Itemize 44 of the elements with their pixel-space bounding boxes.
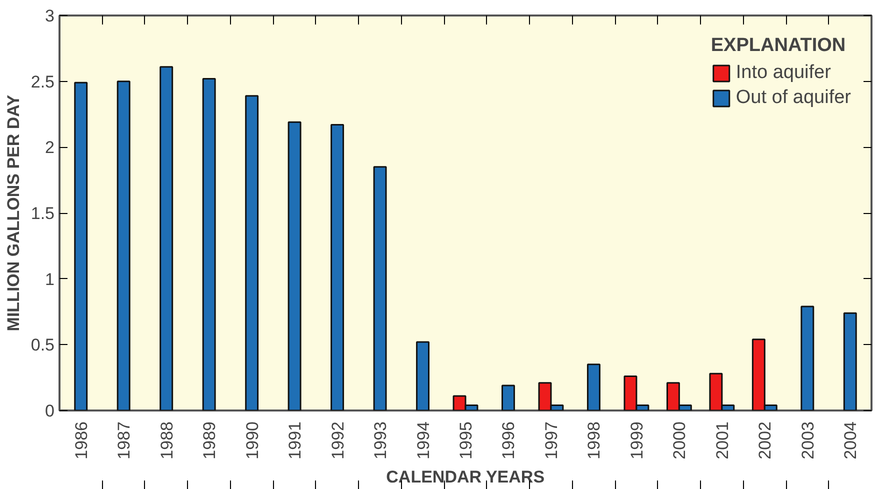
x-tick-label: 2001	[712, 421, 732, 460]
bar	[202, 78, 216, 410]
bar	[288, 121, 302, 410]
x-tick-label: 1988	[157, 421, 176, 460]
x-tick-label: 2004	[841, 421, 860, 460]
bar	[586, 364, 600, 410]
x-tick-label: 1995	[456, 421, 476, 460]
y-tick-label: 1	[45, 270, 55, 289]
x-tick-label: 2003	[798, 421, 818, 460]
x-axis-title: CALENDAR YEARS	[386, 467, 545, 486]
bar	[502, 384, 515, 410]
x-tick-label: 2002	[756, 421, 775, 460]
bar	[373, 166, 387, 410]
y-tick-label: 3	[45, 6, 55, 26]
x-tick-label: 2000	[670, 421, 690, 460]
bar	[160, 66, 174, 410]
bar	[800, 306, 814, 410]
x-tick-label: 1990	[242, 421, 262, 460]
x-tick-label: 1996	[499, 421, 518, 460]
bar	[245, 95, 259, 410]
x-tick-label: 1997	[542, 421, 561, 460]
x-tick-label: 1986	[72, 421, 91, 460]
x-tick-label: 1998	[584, 421, 604, 460]
x-tick-label: 1999	[627, 421, 646, 460]
bar	[74, 82, 88, 410]
x-tick-label: 1989	[200, 421, 220, 460]
bar	[416, 341, 430, 410]
bar	[330, 124, 344, 410]
y-tick-label: 1.5	[30, 204, 55, 223]
legend-label: Into aquifer	[736, 62, 831, 84]
x-tick-label: 1991	[286, 421, 305, 460]
y-tick-label: 0	[45, 402, 55, 420]
y-tick-label: 2	[45, 138, 55, 158]
bar	[116, 80, 130, 410]
x-tick-label: 1994	[414, 421, 433, 460]
y-tick-label: 0.5	[30, 336, 55, 355]
y-axis-title: MILLION GALLONS PER DAY	[4, 94, 23, 332]
x-tick-label: 1993	[371, 421, 390, 460]
legend-title: EXPLANATION	[710, 35, 847, 57]
y-tick-label: 2.5	[30, 72, 55, 92]
bar	[843, 312, 857, 410]
x-tick-label: 1987	[114, 421, 134, 460]
legend-label: Out of aquifer	[736, 87, 851, 109]
x-tick-label: 1992	[328, 421, 348, 460]
